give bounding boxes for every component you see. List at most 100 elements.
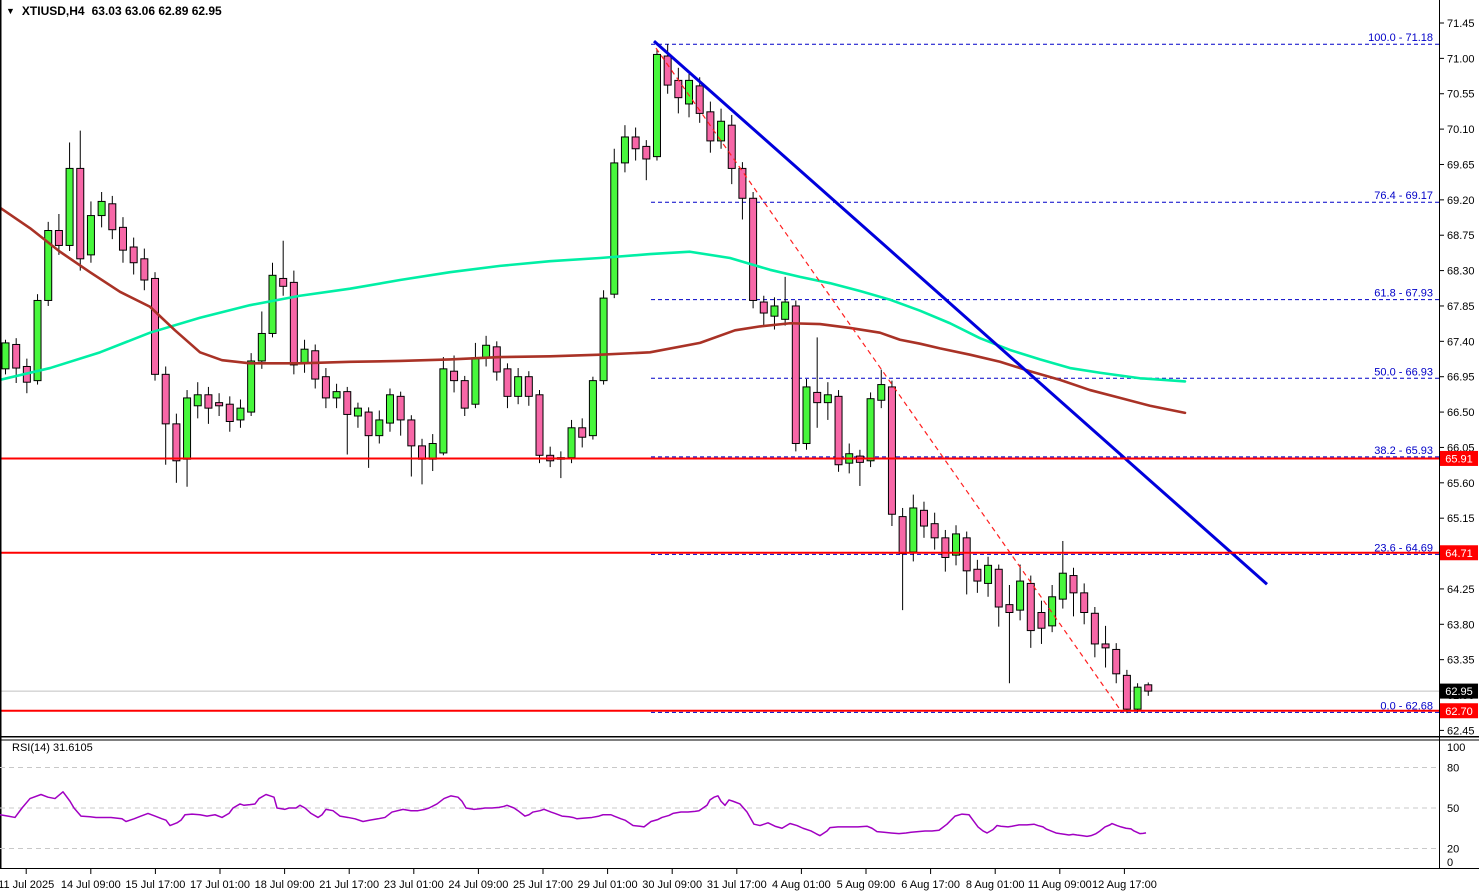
price-tick-label: 66.50 (1447, 407, 1475, 419)
fib-level-label: 50.0 - 66.93 (1374, 366, 1433, 378)
bull-candle-body (471, 357, 480, 405)
bear-candle-body (727, 124, 736, 169)
symbol-dropdown-icon[interactable]: ▼ (6, 5, 15, 16)
bear-candle-body (1144, 684, 1153, 692)
price-tick-label: 70.55 (1447, 89, 1475, 101)
bear-candle-body (973, 568, 982, 582)
time-axis-label: 18 Jul 09:00 (255, 879, 315, 891)
bull-candle-body (375, 419, 384, 437)
bull-candle-body (97, 200, 106, 217)
price-axis[interactable]: 71.45 71.00 70.55 70.10 69.65 69.20 68.75 68.30… (1439, 18, 1475, 869)
bull-candle-body (1, 342, 10, 370)
bull-candle-body (514, 376, 523, 397)
bear-candle-body (578, 427, 587, 438)
bear-candle-body (706, 111, 715, 142)
price-tick-label: 63.80 (1447, 619, 1475, 631)
rsi-pane-bottom-border (0, 868, 1479, 869)
bear-candle-body (813, 391, 822, 404)
ohlc-readout: 63.03 63.06 62.89 62.95 (91, 4, 222, 18)
bull-candle-body (1133, 686, 1142, 710)
bull-candle-body (866, 398, 875, 462)
time-axis-label: 30 Jul 09:00 (642, 879, 702, 891)
price-tick-label: 67.40 (1447, 336, 1475, 348)
fib-level-label: 61.8 - 67.93 (1374, 288, 1433, 300)
time-axis-label: 12 Aug 17:00 (1092, 879, 1157, 891)
bear-candle-body (289, 281, 298, 366)
bull-candle-body (332, 391, 341, 399)
bear-candle-body (930, 523, 939, 539)
time-axis-label: 23 Jul 01:00 (384, 879, 444, 891)
bear-candle-body (631, 136, 640, 150)
bear-candle-body (887, 386, 896, 515)
bear-candle-body (898, 516, 907, 555)
fibonacci-retracement[interactable]: 100.0 - 71.18 76.4 - 69.17 61.8 - 67.93 50.… (651, 32, 1439, 713)
level-price-badge-text: 64.71 (1445, 548, 1473, 560)
time-axis[interactable]: 11 Jul 2025 14 Jul 09:00 15 Jul 17:00 17 Ju… (0, 869, 1157, 891)
bear-candle-body (140, 258, 149, 281)
rsi-pane[interactable] (0, 767, 1439, 849)
price-tick-label: 62.45 (1447, 725, 1475, 737)
bull-candle-body (620, 136, 629, 164)
pane-splitter[interactable] (0, 736, 1479, 738)
fib-level-label: 0.0 - 62.68 (1380, 700, 1433, 712)
time-axis-label: 15 Jul 17:00 (125, 879, 185, 891)
symbol-period-label: XTIUSD,H4 (21, 4, 85, 18)
bull-candle-body (439, 368, 448, 454)
bull-candle-body (193, 394, 202, 407)
chart-title-bar: ▼ XTIUSD,H4 63.03 63.06 62.89 62.95 (6, 4, 222, 18)
bear-candle-body (1080, 592, 1089, 613)
bull-candle-body (236, 407, 245, 421)
bull-candle-body (1058, 572, 1067, 600)
rsi-tick-label: 100 (1447, 742, 1465, 754)
ma-slow-line[interactable] (0, 206, 1187, 415)
level-price-badge-text: 62.70 (1445, 706, 1473, 718)
time-axis-label: 8 Aug 01:00 (966, 879, 1025, 891)
level-price-badge-text: 65.91 (1445, 453, 1473, 465)
rsi-tick-label: 50 (1447, 803, 1459, 815)
bear-candle-body (962, 537, 971, 572)
bear-candle-body (642, 145, 651, 160)
price-tick-label: 70.10 (1447, 124, 1475, 136)
price-tick-label: 64.25 (1447, 584, 1475, 596)
bull-candle-body (268, 274, 277, 334)
time-axis-label: 4 Aug 01:00 (772, 879, 831, 891)
level-price-badge (1440, 545, 1478, 561)
bull-candle-body (482, 344, 491, 358)
bull-candle-body (300, 348, 309, 364)
trendline-blue[interactable] (653, 39, 1268, 586)
time-axis-label: 6 Aug 17:00 (901, 879, 960, 891)
bear-candle-body (759, 301, 768, 314)
bull-candle-body (685, 79, 694, 105)
bull-candle-body (877, 384, 886, 401)
bear-candle-body (215, 402, 224, 407)
bull-candle-body (781, 301, 790, 320)
bear-candle-body (503, 368, 512, 397)
bull-candle-body (599, 297, 608, 382)
rsi-indicator-label: RSI(14) 31.6105 (12, 742, 93, 754)
bear-candle-body (343, 391, 352, 415)
candles-layer (1, 44, 1153, 714)
bull-candle-body (652, 53, 661, 158)
bull-candle-body (984, 564, 993, 584)
time-axis-label: 14 Jul 09:00 (61, 879, 121, 891)
bull-candle-body (183, 397, 192, 460)
price-tick-label: 66.95 (1447, 372, 1475, 384)
bull-candle-body (428, 443, 437, 460)
price-tick-label: 65.60 (1447, 478, 1475, 490)
ma-fast-line[interactable] (0, 250, 1187, 383)
price-tick-label: 69.65 (1447, 159, 1475, 171)
time-axis-label: 5 Aug 09:00 (837, 879, 896, 891)
bear-candle-body (524, 376, 533, 397)
level-price-badge (1440, 450, 1478, 466)
bear-candle-body (749, 197, 758, 301)
bear-candle-body (364, 411, 373, 437)
bear-candle-body (674, 79, 683, 99)
bear-candle-body (225, 403, 234, 423)
bear-candle-body (450, 370, 459, 382)
trendline-red-dashed[interactable] (655, 47, 1123, 713)
bear-candle-body (663, 55, 672, 86)
bull-candle-body (86, 215, 95, 256)
bear-candle-body (396, 395, 405, 421)
price-tick-label: 67.85 (1447, 301, 1475, 313)
chart-left-border (0, 0, 2, 869)
